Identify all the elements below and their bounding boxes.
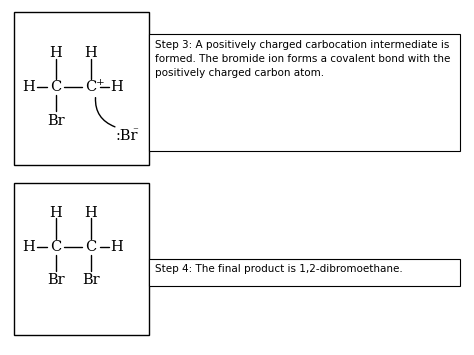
Text: :Br: :Br (115, 129, 137, 143)
Text: Br: Br (47, 273, 65, 288)
Text: ⁻: ⁻ (133, 126, 138, 136)
FancyBboxPatch shape (14, 183, 149, 335)
Text: C: C (50, 80, 62, 94)
Text: H: H (85, 206, 97, 220)
Text: C: C (85, 80, 97, 94)
Text: +: + (96, 78, 105, 87)
FancyBboxPatch shape (149, 259, 460, 286)
Text: Br: Br (82, 273, 100, 288)
FancyArrowPatch shape (95, 98, 115, 127)
FancyBboxPatch shape (149, 34, 460, 151)
Text: C: C (50, 240, 62, 254)
Text: C: C (85, 240, 97, 254)
Text: H: H (50, 46, 62, 60)
Text: H: H (111, 240, 123, 254)
Text: H: H (85, 46, 97, 60)
FancyBboxPatch shape (14, 12, 149, 165)
Text: H: H (50, 206, 62, 220)
Text: Step 3: A positively charged carbocation intermediate is
formed. The bromide ion: Step 3: A positively charged carbocation… (155, 40, 450, 78)
Text: H: H (111, 80, 123, 94)
Text: Step 4: The final product is 1,2-dibromoethane.: Step 4: The final product is 1,2-dibromo… (155, 264, 403, 274)
Text: Br: Br (47, 114, 65, 128)
Text: H: H (22, 240, 35, 254)
Text: H: H (22, 80, 35, 94)
